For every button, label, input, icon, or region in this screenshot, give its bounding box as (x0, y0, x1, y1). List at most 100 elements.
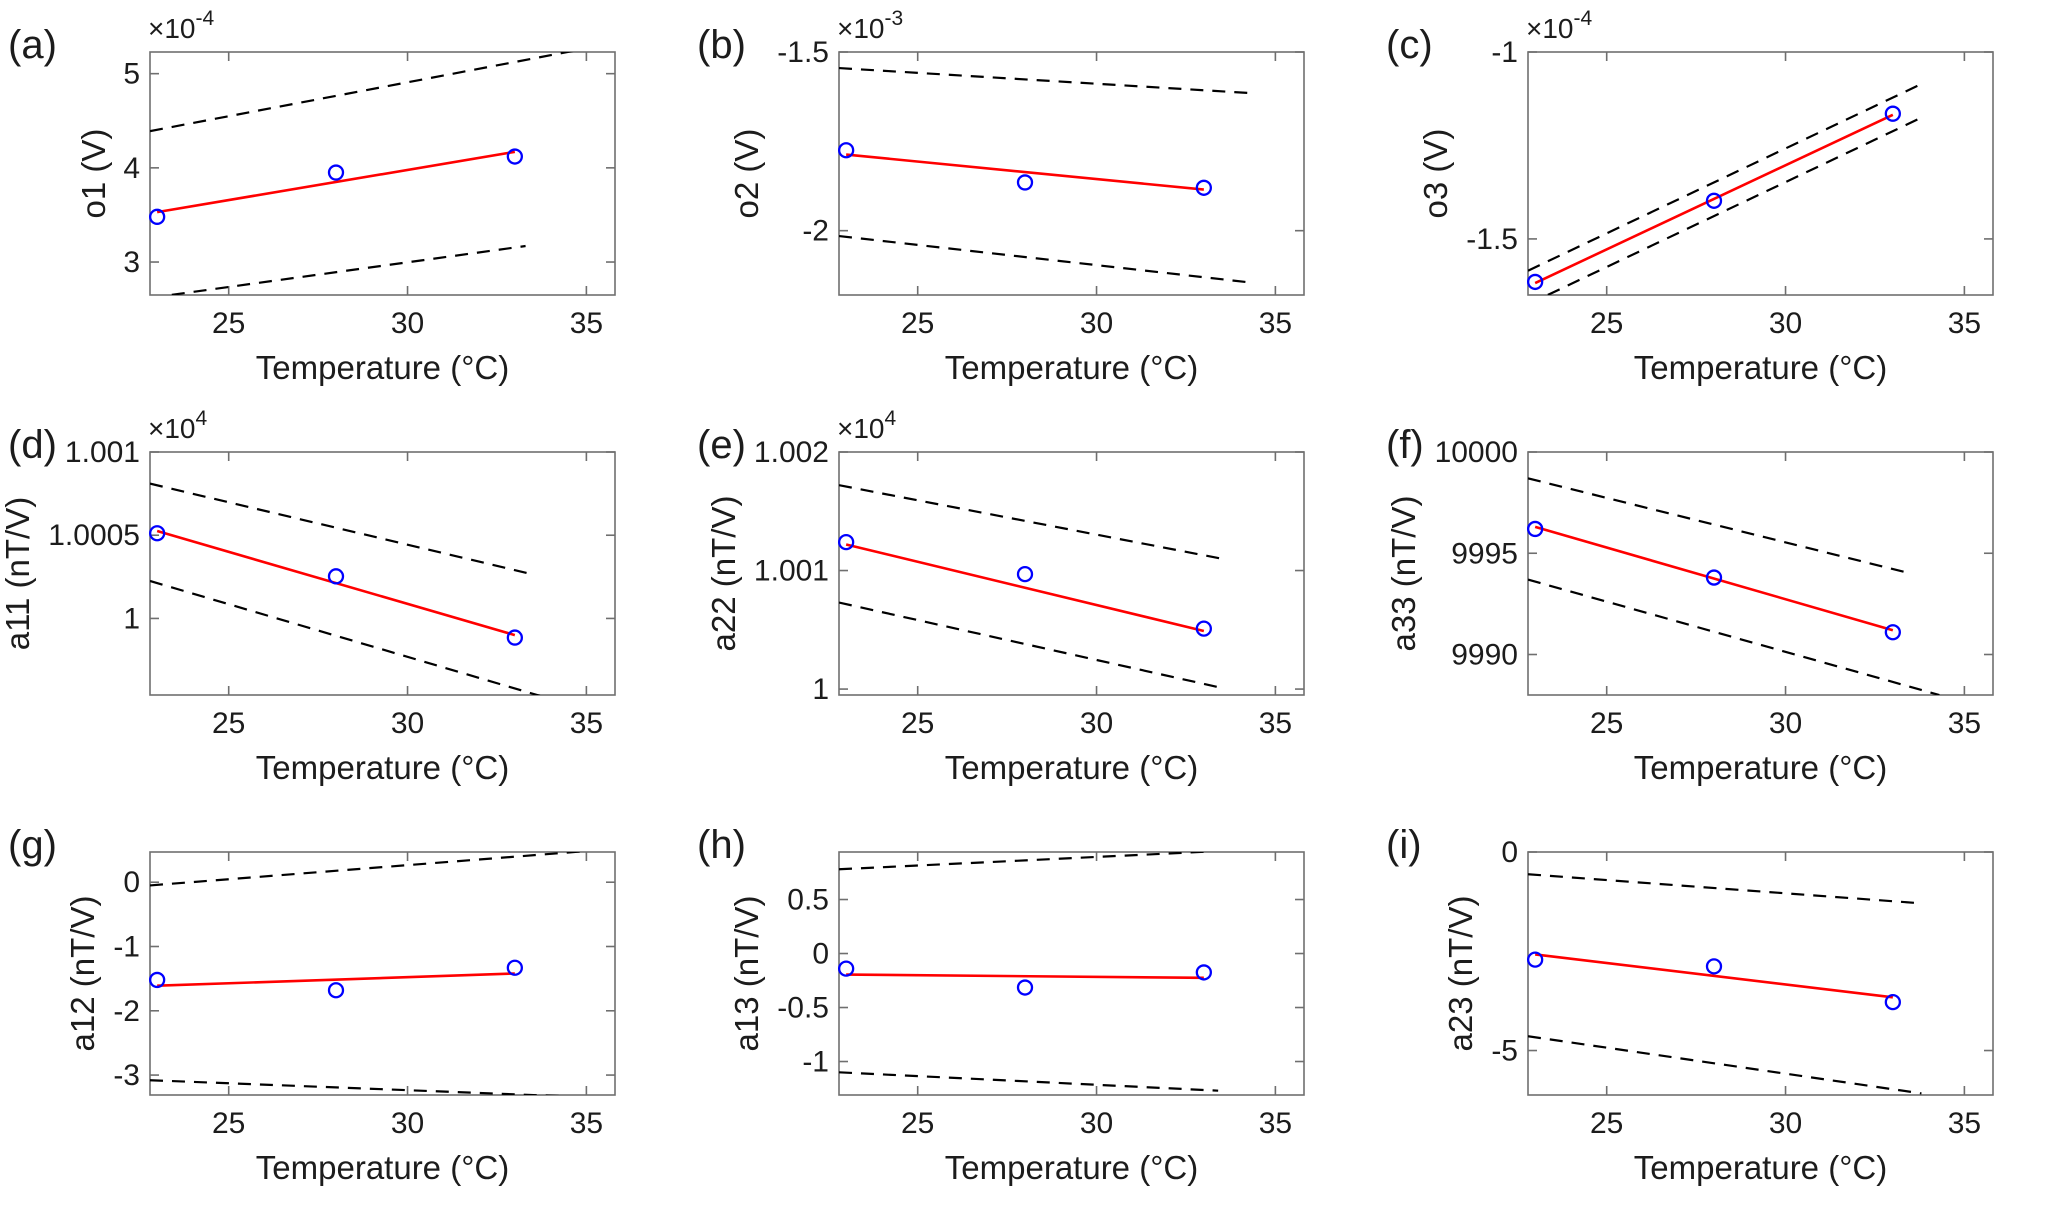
lower-bound-line (839, 234, 1251, 284)
subplot-svg-d: (d) 25 30 35 1.001 1.0005 1 ×104 Temperature (°C… (0, 407, 616, 786)
x-axis-label: Temperature (°C) (945, 1149, 1198, 1186)
lower-bound-line (1528, 1035, 1922, 1095)
y-tick-label: 10000 (1435, 436, 1518, 469)
y-axis-exponent: ×10-4 (1526, 7, 1592, 44)
panel-tag-f: (f) (1386, 423, 1424, 467)
x-tick-label: 25 (1590, 1107, 1623, 1140)
data-point-marker (1527, 951, 1544, 968)
data-point-marker (327, 982, 345, 999)
x-tick-label: 30 (391, 707, 424, 740)
data-point-marker (838, 960, 855, 977)
x-tick-label: 35 (1259, 707, 1292, 740)
panel-tag-d: (d) (8, 423, 57, 467)
upper-bound-line (839, 484, 1222, 560)
subplot-svg-e: (e) 25 30 35 1.002 1.001 1 ×104 Temperature (°C)… (697, 407, 1305, 786)
y-tick-label: 0 (1501, 836, 1518, 869)
lower-bound-line (162, 244, 526, 295)
x-tick-label: 25 (901, 307, 934, 340)
x-axis-label: Temperature (°C) (256, 1149, 509, 1186)
data-point-marker (149, 525, 166, 542)
x-axis-label: Temperature (°C) (1634, 349, 1887, 386)
data-point-marker (1016, 174, 1034, 191)
y-tick-label: 4 (123, 152, 140, 185)
panel-tag-e: (e) (697, 423, 746, 467)
subplot-svg-f: (f) 25 30 35 10000 9995 9990 Temperature (°C) a3… (1385, 423, 1994, 786)
data-point-marker (1884, 993, 1901, 1011)
y-tick-label: 3 (123, 246, 140, 279)
data-point-marker (1016, 565, 1034, 583)
y-tick-label: 1.001 (754, 555, 829, 588)
fit-line (845, 543, 1205, 633)
x-tick-label: 30 (391, 307, 424, 340)
x-tick-label: 35 (570, 1107, 603, 1140)
fit-line (846, 973, 1204, 980)
panel-tag-g: (g) (8, 823, 57, 867)
data-point-marker (1705, 569, 1723, 586)
upper-bound-line (150, 52, 574, 133)
x-tick-label: 35 (570, 307, 603, 340)
data-point-marker (838, 533, 855, 551)
tick-marks (839, 451, 1304, 695)
x-tick-label: 25 (901, 1107, 934, 1140)
y-tick-label: 9995 (1451, 537, 1518, 570)
fit-line (1534, 525, 1894, 632)
data-point-marker (506, 959, 523, 976)
data-point-marker (327, 568, 345, 585)
upper-bound-line (150, 852, 589, 887)
x-tick-label: 35 (1948, 307, 1981, 340)
x-axis-label: Temperature (°C) (945, 349, 1198, 386)
fit-line (1534, 953, 1894, 999)
data-point-marker (1884, 624, 1901, 641)
y-tick-label: -3 (113, 1059, 140, 1092)
upper-bound-line (1528, 477, 1911, 575)
tick-marks (839, 852, 1304, 1095)
y-tick-label: 0 (812, 938, 829, 971)
data-point-marker (1527, 520, 1544, 538)
data-point-marker (1016, 979, 1034, 996)
y-axis-label: a23 (nT/V) (1442, 896, 1479, 1052)
plot-box (149, 851, 616, 1096)
subplot-i: (i) 25 30 35 0 -5 Temperature (°C) a23 (nT/V) (1378, 800, 2067, 1200)
data-point-marker (149, 208, 166, 225)
plot-box (1527, 851, 1994, 1096)
y-tick-label: -1.5 (777, 36, 829, 69)
x-tick-label: 30 (1080, 307, 1113, 340)
plot-box (149, 451, 616, 696)
fit-line (156, 150, 516, 214)
upper-bound-line (839, 66, 1251, 95)
plot-box (838, 51, 1305, 296)
data-point-marker (1884, 105, 1901, 122)
y-axis-exponent: ×104 (837, 407, 897, 444)
panel-tag-b: (b) (697, 23, 746, 67)
data-point-marker (1195, 620, 1212, 637)
data-point-marker (1705, 192, 1723, 209)
subplot-svg-h: (h) 25 30 35 0.5 0 -0.5 -1 Temperature (°C) a13 (… (697, 823, 1305, 1186)
subplot-g: (g) 25 30 35 0 -1 -2 -3 Temperature (°C) a12 (nT/… (0, 800, 689, 1200)
y-axis-exponent: ×10-4 (148, 7, 214, 44)
y-tick-label: -1 (802, 1046, 829, 1079)
y-axis-label: a12 (nT/V) (64, 896, 101, 1052)
x-tick-label: 35 (1259, 307, 1292, 340)
upper-bound-line (150, 482, 530, 575)
y-axis-label: o3 (V) (1417, 129, 1454, 219)
subplot-b: (b) 25 30 35 -1.5 -2 ×10-3 Temperature (°C) o2 (… (689, 0, 1378, 400)
x-tick-label: 35 (570, 707, 603, 740)
data-point-marker (1195, 964, 1212, 981)
y-tick-label: -2 (113, 995, 140, 1028)
x-tick-label: 25 (1590, 707, 1623, 740)
y-tick-label: -2 (802, 215, 829, 248)
y-tick-label: -0.5 (777, 992, 829, 1025)
y-tick-label: 1.002 (754, 436, 829, 469)
data-point-marker (1527, 273, 1544, 291)
subplot-svg-i: (i) 25 30 35 0 -5 Temperature (°C) a23 (nT/V) (1386, 823, 1994, 1186)
lower-bound-line (150, 1079, 561, 1095)
lower-bound-line (1528, 578, 1940, 695)
data-point-marker (149, 971, 166, 989)
plot-box (149, 51, 616, 296)
panel-tag-i: (i) (1386, 823, 1422, 867)
data-point-marker (327, 164, 345, 181)
y-axis-exponent: ×10-3 (837, 7, 903, 44)
y-tick-label: 0.5 (787, 884, 829, 917)
y-axis-label: a33 (nT/V) (1385, 496, 1422, 652)
lower-bound-line (150, 579, 541, 695)
